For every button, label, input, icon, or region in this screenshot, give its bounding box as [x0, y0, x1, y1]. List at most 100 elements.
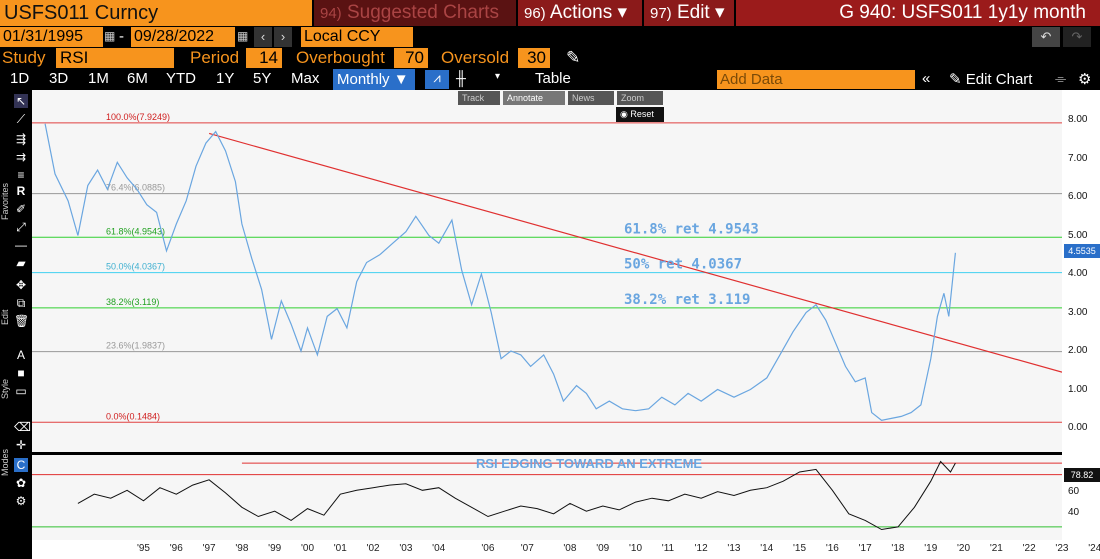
- price-chart[interactable]: 100.0%(7.9249) 76.4%(6.0885) 61.8%(4.9543)…: [32, 90, 1063, 452]
- actions-button[interactable]: 96) Actions ▾: [518, 0, 642, 26]
- rsi-panel[interactable]: [32, 455, 1062, 540]
- rectangle-tool-icon[interactable]: ▰: [16, 256, 26, 270]
- x-tick-label: '96: [169, 543, 183, 554]
- table-button[interactable]: Table: [535, 70, 571, 87]
- zoom-button[interactable]: Zoom: [617, 91, 663, 105]
- x-tick-label: '22: [1022, 543, 1036, 554]
- news-button[interactable]: News: [568, 91, 614, 105]
- edit-button[interactable]: 97) Edit ▾: [644, 0, 734, 26]
- retracement-icon[interactable]: R: [16, 184, 26, 198]
- next-arrow-icon[interactable]: ›: [274, 27, 292, 47]
- trend-line: [208, 132, 1063, 373]
- pencil-icon[interactable]: ✎: [566, 48, 581, 67]
- line-color-icon[interactable]: ▭: [15, 384, 27, 398]
- overbought-label: Overbought: [296, 48, 385, 67]
- palette-icon[interactable]: ✿: [15, 476, 27, 490]
- annotate-icon[interactable]: ⌯: [1055, 70, 1067, 86]
- collapse-icon[interactable]: «: [922, 70, 931, 87]
- x-tick-label: '11: [661, 543, 675, 554]
- fill-color-icon[interactable]: ■: [17, 366, 25, 380]
- x-tick-label: '08: [563, 543, 577, 554]
- copy-icon[interactable]: ⧉: [16, 296, 26, 310]
- move-icon[interactable]: ✥: [15, 278, 27, 292]
- period-3d[interactable]: 3D: [49, 70, 69, 87]
- x-tick-label: '21: [989, 543, 1003, 554]
- crosshair-icon[interactable]: ✛: [15, 438, 27, 452]
- study-select[interactable]: RSI: [56, 48, 174, 68]
- period-ytd[interactable]: YTD: [166, 70, 196, 87]
- period-1m[interactable]: 1M: [88, 70, 109, 87]
- fib-level-label: 61.8%(4.9543): [106, 226, 165, 236]
- ticker-field[interactable]: USFS011 Curncy: [0, 0, 312, 26]
- suggested-num: 94): [320, 5, 342, 22]
- channel-tool-icon[interactable]: ⇉: [15, 150, 27, 164]
- add-data-input[interactable]: Add Data: [717, 70, 915, 89]
- prev-arrow-icon[interactable]: ‹: [254, 27, 272, 47]
- rsi-tick-60: 60: [1068, 486, 1080, 497]
- rsi-annotation: RSI EDGING TOWARD AN EXTREME: [476, 456, 703, 471]
- redo-icon[interactable]: ↷: [1063, 27, 1091, 47]
- x-tick-label: '23: [1055, 543, 1069, 554]
- undo-icon[interactable]: ↶: [1032, 27, 1060, 47]
- currency-select[interactable]: Local CCY: [301, 27, 413, 47]
- period-label: Period: [190, 48, 240, 67]
- chevron-down-icon[interactable]: ▾: [495, 71, 501, 82]
- track-button[interactable]: Track: [458, 91, 500, 105]
- start-date-input[interactable]: 01/31/1995: [0, 27, 103, 47]
- x-tick-label: '18: [891, 543, 905, 554]
- reset-button[interactable]: ◉ Reset: [616, 107, 664, 122]
- x-tick-label: '03: [399, 543, 413, 554]
- favorites-section-label: Favorites: [0, 182, 10, 220]
- eraser-icon[interactable]: ⌫: [14, 420, 31, 434]
- line-tool-icon[interactable]: ⟋: [16, 112, 26, 126]
- pointer-icon[interactable]: ↖: [14, 94, 28, 108]
- brush-icon[interactable]: ✐: [15, 202, 27, 216]
- text-style-icon[interactable]: A: [16, 348, 25, 362]
- trash-icon[interactable]: 🗑: [14, 314, 30, 328]
- levels-tool-icon[interactable]: ≡: [17, 168, 25, 182]
- period-1d[interactable]: 1D: [10, 70, 30, 87]
- actions-num: 96): [524, 5, 546, 22]
- oversold-input[interactable]: 30: [518, 48, 550, 68]
- horizontal-line-icon[interactable]: —: [15, 238, 27, 252]
- period-max[interactable]: Max: [291, 70, 320, 87]
- period-6m[interactable]: 6M: [127, 70, 148, 87]
- annotate-button[interactable]: Annotate: [503, 91, 565, 105]
- x-tick-label: '98: [235, 543, 249, 554]
- overbought-input[interactable]: 70: [394, 48, 428, 68]
- calendar-icon[interactable]: ▦: [104, 29, 116, 43]
- y-tick-label: 4.00: [1068, 268, 1088, 279]
- x-tick-label: '10: [629, 543, 643, 554]
- period-5y[interactable]: 5Y: [253, 70, 272, 87]
- retracement-annotation: 61.8% ret 4.9543: [624, 221, 759, 237]
- calendar-icon[interactable]: ▦: [237, 29, 249, 43]
- trend-tool-icon[interactable]: ⤢: [16, 220, 26, 234]
- x-tick-label: '97: [202, 543, 216, 554]
- rsi-chart-svg: [32, 460, 1062, 531]
- fib-level-label: 0.0%(0.1484): [106, 411, 160, 421]
- x-tick-label: '17: [858, 543, 872, 554]
- period-input[interactable]: 14: [246, 48, 282, 68]
- edit-section-label: Edit: [0, 309, 10, 325]
- fib-tool-icon[interactable]: ⇶: [15, 132, 27, 146]
- gear-icon[interactable]: ⚙: [1078, 71, 1092, 88]
- x-tick-label: '16: [825, 543, 839, 554]
- x-tick-label: '95: [136, 543, 150, 554]
- frequency-select[interactable]: Monthly ▼: [333, 69, 415, 90]
- pencil-icon: ✎: [949, 71, 962, 88]
- y-tick-label: 0.00: [1068, 422, 1088, 433]
- fib-level-label: 38.2%(3.119): [106, 297, 159, 307]
- retracement-annotation: 38.2% ret 3.119: [624, 292, 750, 308]
- edit-chart-button[interactable]: ✎ Edit Chart: [949, 70, 1032, 88]
- y-tick-label: 1.00: [1068, 383, 1088, 395]
- y-axis: 8.00 7.00 6.00 5.00 4.00 3.00 2.00 1.00 0.00 4.5…: [1062, 90, 1100, 540]
- x-tick-label: '15: [793, 543, 807, 554]
- line-chart-icon[interactable]: ⩘: [425, 70, 449, 89]
- period-1y[interactable]: 1Y: [216, 70, 235, 87]
- end-date-input[interactable]: 09/28/2022: [131, 27, 235, 47]
- price-chart-svg: 100.0%(7.9249)76.4%(6.0885)61.8%(4.9543)…: [32, 112, 1063, 423]
- mode-c-icon[interactable]: C: [14, 458, 28, 472]
- bar-type-icon[interactable]: ╫: [456, 70, 466, 86]
- settings-icon[interactable]: ⚙: [15, 494, 27, 508]
- suggested-charts-button[interactable]: 94) Suggested Charts: [314, 0, 516, 26]
